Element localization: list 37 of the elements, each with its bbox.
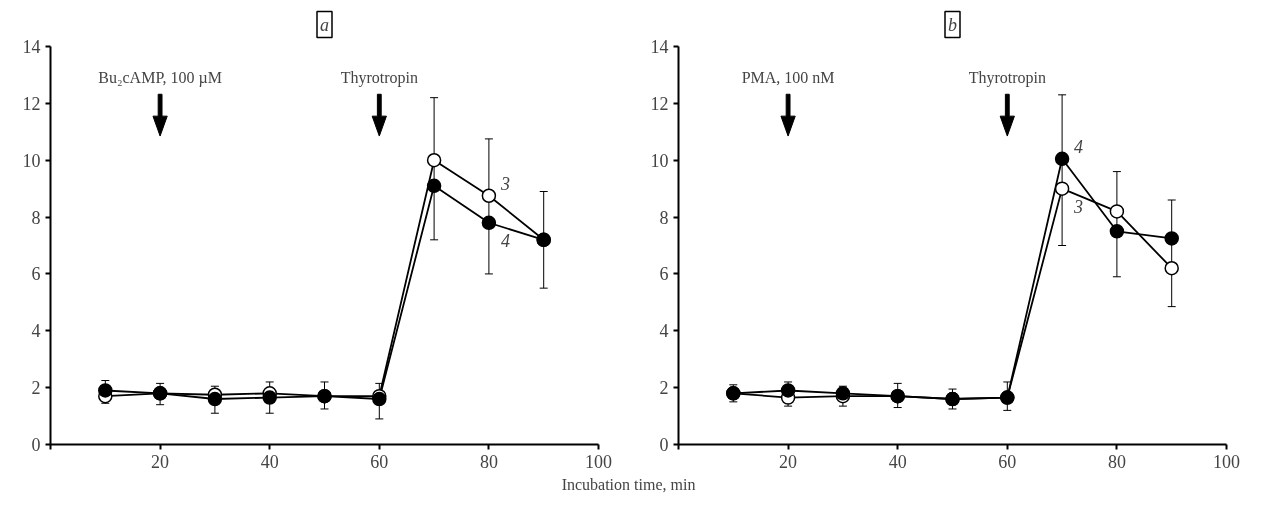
x-tick-label: 100 [1213,451,1240,472]
y-tick-label: 12 [650,93,669,114]
series-label: 4 [500,230,510,251]
y-tick-label: 2 [659,378,669,399]
series-label: 3 [499,173,510,194]
y-tick-label: 0 [31,435,41,455]
y-tick-label: 10 [650,150,669,171]
y-tick-label: 2 [31,378,41,399]
chart-title: b [948,14,957,35]
y-tick-label: 0 [659,435,669,455]
x-tick-label: 80 [479,451,498,472]
series-label: 3 [1073,196,1084,217]
chart-title: a [320,14,329,35]
y-tick-label: 10 [22,150,41,171]
x-tick-label: 60 [370,451,389,472]
y-tick-label: 6 [659,264,669,285]
y-tick-label: 14 [650,37,669,57]
x-tick-label: 100 [585,451,612,472]
series-label: 4 [1074,136,1084,157]
ref-line-label: PMA, 100 nM [741,69,835,87]
y-tick-label: 14 [22,37,41,57]
ref-line-label: Thyrotropin [340,69,418,88]
y-tick-label: 12 [22,93,41,114]
x-tick-label: 20 [151,451,170,472]
x-tick-label: 20 [779,451,798,472]
y-tick-label: 4 [659,321,669,342]
ref-line-label: Thyrotropin [968,69,1046,88]
y-tick-label: 4 [31,321,41,342]
ref-line-label: Bu₂cAMP, 100 µM [98,69,222,88]
y-tick-label: 8 [31,207,41,228]
y-tick-label: 8 [659,207,669,228]
x-tick-label: 80 [1107,451,1126,472]
x-tick-label: 40 [260,451,279,472]
x-tick-label: 60 [998,451,1017,472]
x-tick-label: 40 [888,451,907,472]
y-tick-label: 6 [31,264,41,285]
x-axis-title: Incubation time, min [561,475,696,493]
